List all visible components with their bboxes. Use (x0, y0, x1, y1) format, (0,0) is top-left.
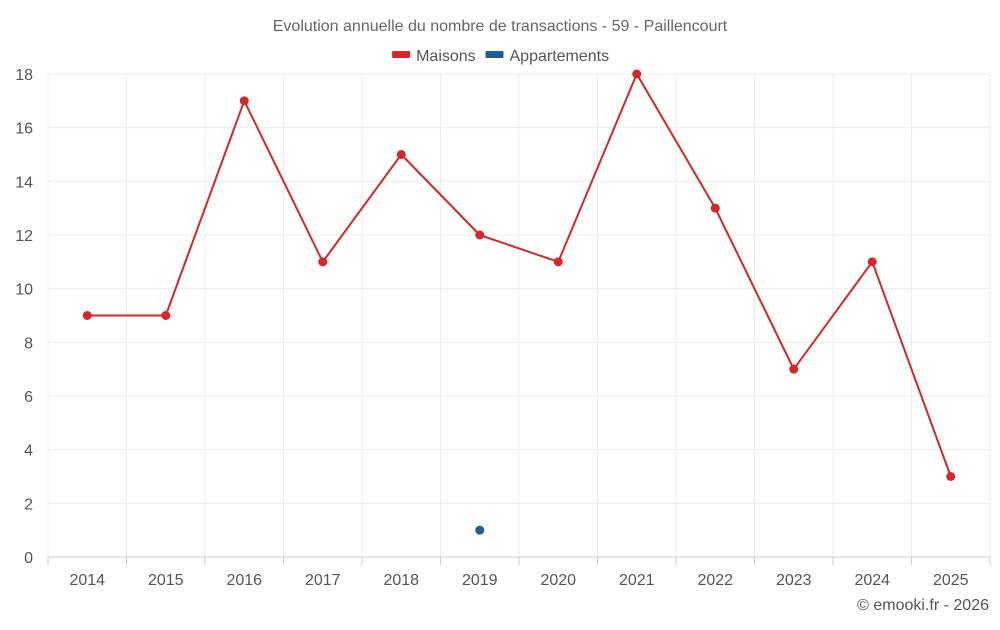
legend-swatch-maisons[interactable] (392, 51, 411, 58)
data-point-maisons[interactable] (82, 311, 92, 320)
data-point-maisons[interactable] (632, 69, 642, 79)
y-tick-label: 18 (15, 67, 33, 84)
data-point-maisons[interactable] (475, 230, 485, 240)
legend: Maisons Appartements (392, 48, 609, 65)
grid-layer (47, 73, 991, 557)
data-point-maisons[interactable] (867, 257, 877, 267)
y-tick-label: 16 (15, 121, 33, 138)
x-tick-label: 2017 (305, 572, 341, 589)
series-line-maisons (87, 73, 952, 477)
data-point-maisons[interactable] (553, 257, 563, 267)
legend-label-appartements[interactable]: Appartements (510, 48, 610, 65)
series-layer (82, 69, 956, 535)
x-tick-label: 2020 (540, 572, 576, 589)
y-tick-label: 4 (24, 443, 33, 460)
x-tick-label: 2015 (148, 572, 184, 589)
x-tick-label: 2019 (462, 572, 498, 589)
chart-title: Evolution annuelle du nombre de transact… (273, 18, 728, 35)
data-point-maisons[interactable] (710, 203, 720, 213)
data-point-maisons[interactable] (161, 311, 171, 320)
x-tick-label: 2014 (69, 572, 105, 589)
y-tick-label: 12 (15, 228, 33, 245)
data-point-maisons[interactable] (318, 257, 328, 267)
x-tick-label: 2016 (226, 572, 262, 589)
x-tick-label: 2025 (933, 572, 969, 589)
data-point-maisons[interactable] (789, 364, 799, 374)
y-tick-label: 8 (24, 335, 33, 352)
legend-swatch-appartements[interactable] (485, 51, 504, 58)
y-tick-label: 6 (24, 389, 33, 406)
data-point-maisons[interactable] (946, 472, 956, 481)
data-point-maisons[interactable] (239, 96, 249, 106)
y-tick-label: 14 (15, 174, 33, 191)
y-tick-label: 10 (15, 282, 33, 299)
legend-label-maisons[interactable]: Maisons (416, 48, 476, 65)
x-tick-label: 2022 (697, 572, 733, 589)
credit-text: © emooki.fr - 2026 (857, 597, 989, 614)
data-point-maisons[interactable] (396, 150, 406, 159)
y-tick-label: 2 (24, 496, 33, 513)
x-tick-label: 2021 (619, 572, 655, 589)
x-tick-label: 2018 (383, 572, 419, 589)
x-tick-label: 2023 (776, 572, 812, 589)
x-tick-label: 2024 (854, 572, 890, 589)
y-tick-label: 0 (24, 550, 33, 567)
axis-layer: 0 2 4 6 8 10 12 14 16 18 2014 2015 2016 2017 2018 2019 2… (15, 67, 991, 589)
data-point-appartements[interactable] (475, 525, 485, 535)
